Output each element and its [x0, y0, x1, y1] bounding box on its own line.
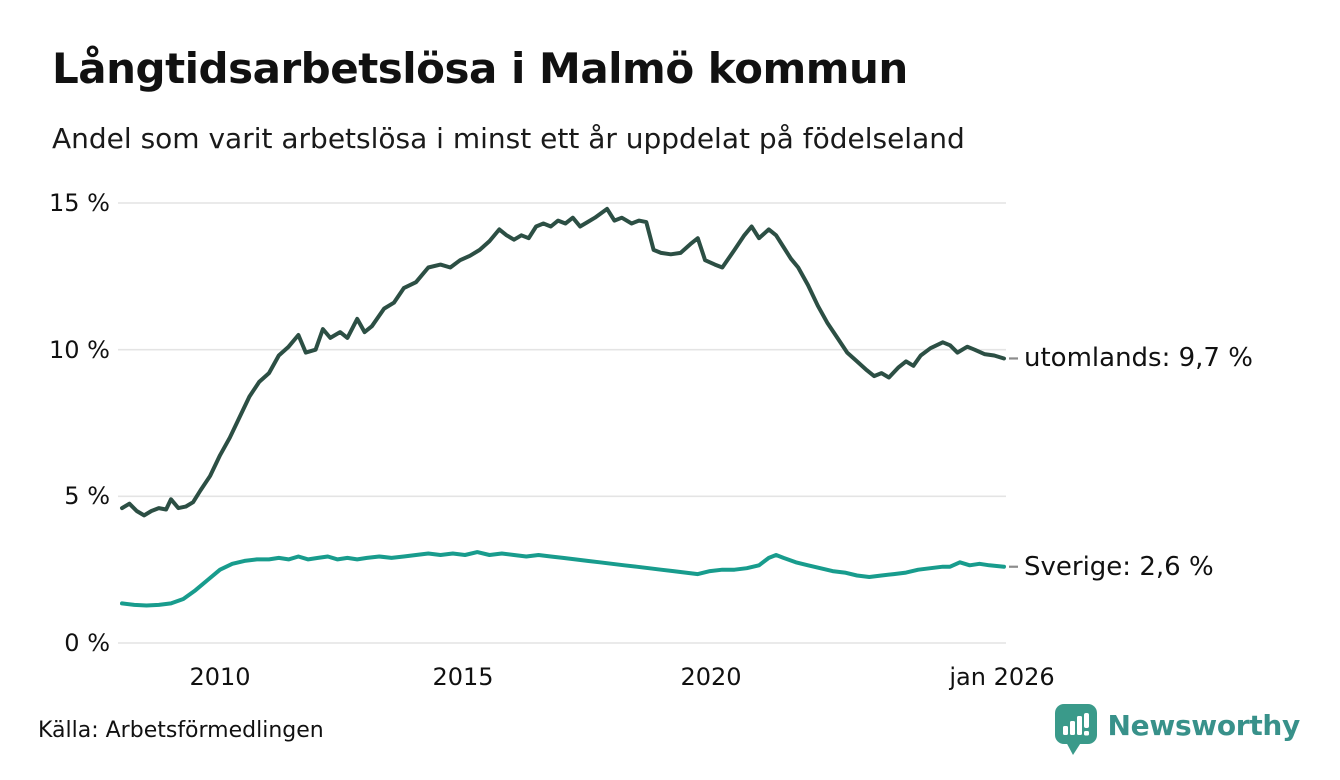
y-axis-tick-5: 5 % [64, 482, 110, 510]
source-credit: Källa: Arbetsförmedlingen [38, 718, 324, 743]
y-axis-tick-10: 10 % [49, 336, 110, 364]
x-axis-tick-2015: 2015 [432, 663, 494, 691]
series-label-sverige: Sverige: 2,6 % [1024, 552, 1214, 582]
newsworthy-wordmark: Newsworthy [1107, 708, 1301, 742]
page-title: Långtidsarbetslösa i Malmö kommun [52, 44, 908, 93]
y-axis-tick-15: 15 % [49, 189, 110, 217]
series-label-utomlands: utomlands: 9,7 % [1024, 343, 1253, 373]
x-axis-tick-2020: 2020 [680, 663, 742, 691]
x-axis-tick-2010: 2010 [189, 663, 251, 691]
newsworthy-logo[interactable]: Newsworthy [1053, 702, 1300, 756]
x-axis-tick-jan-2026: jan 2026 [949, 663, 1055, 691]
chart-subtitle: Andel som varit arbetslösa i minst ett å… [52, 122, 965, 155]
y-axis-tick-0: 0 % [64, 629, 110, 657]
newsworthy-badge-bar-chart-icon [1053, 702, 1099, 756]
